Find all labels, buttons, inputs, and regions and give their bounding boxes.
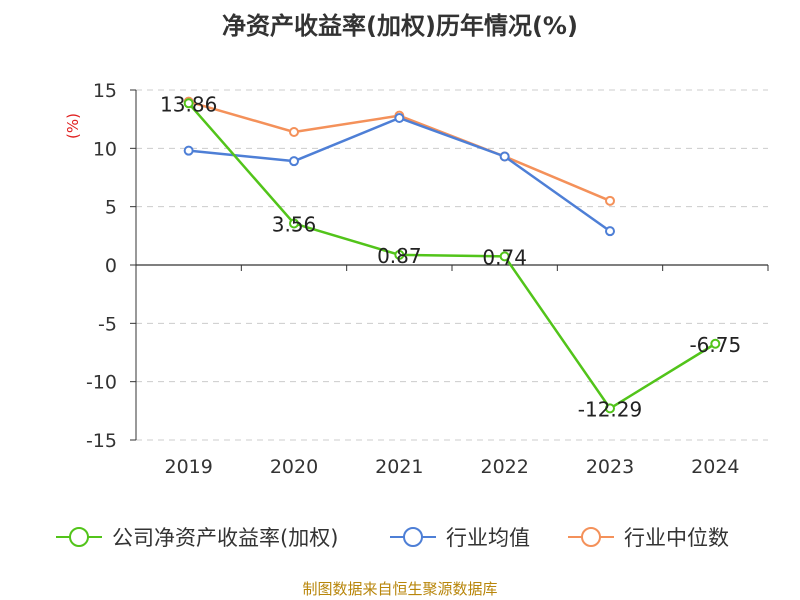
data-label: 3.56 <box>272 212 317 236</box>
data-label: -12.29 <box>578 397 642 421</box>
y-tick-label: 10 <box>93 138 117 160</box>
x-tick-label: 2021 <box>375 456 423 478</box>
y-tick-label: -5 <box>98 313 117 335</box>
legend-label: 行业均值 <box>446 526 530 550</box>
data-point <box>605 226 615 237</box>
y-tick-label: -10 <box>86 372 117 394</box>
series-line <box>187 102 716 410</box>
data-label: 0.74 <box>482 245 527 269</box>
y-axis-label: (%) <box>64 113 82 139</box>
y-tick-label: 0 <box>105 255 117 277</box>
y-tick-label: 5 <box>105 197 117 219</box>
data-point <box>289 127 299 137</box>
x-tick-label: 2023 <box>586 456 634 478</box>
x-tick-label: 2022 <box>480 456 528 478</box>
x-tick-label: 2024 <box>691 456 739 478</box>
data-source-note: 制图数据来自恒生聚源数据库 <box>302 580 498 598</box>
data-point <box>499 251 510 262</box>
chart-title: 净资产收益率(加权)历年情况(%) <box>222 12 578 40</box>
y-tick-label: 15 <box>93 80 117 102</box>
x-tick-label: 2019 <box>164 456 212 478</box>
data-label: -6.75 <box>689 333 741 357</box>
data-label: 13.86 <box>160 92 217 116</box>
x-tick-label: 2020 <box>270 456 318 478</box>
data-point <box>183 98 194 109</box>
data-point <box>605 403 615 414</box>
data-label: 0.87 <box>377 244 422 268</box>
data-point <box>183 145 194 156</box>
data-point <box>289 156 299 167</box>
legend-swatch-marker <box>69 527 89 547</box>
data-point <box>499 151 510 162</box>
legend-label: 行业中位数 <box>624 526 729 550</box>
legend-label: 公司净资产收益率(加权) <box>112 526 338 550</box>
y-tick-label: -15 <box>86 430 117 452</box>
data-point <box>394 249 405 260</box>
data-point <box>289 218 299 229</box>
legend-swatch-marker <box>581 527 601 547</box>
data-point <box>605 195 615 206</box>
legend-swatch-marker <box>403 527 423 547</box>
data-point <box>710 338 721 349</box>
data-point <box>394 113 405 123</box>
